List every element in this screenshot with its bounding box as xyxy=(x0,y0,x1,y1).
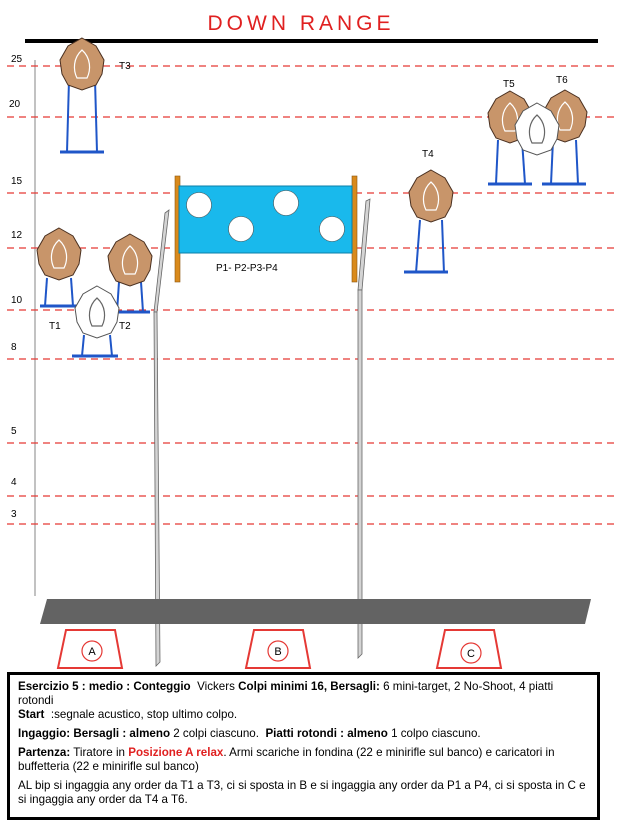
position-b: B xyxy=(244,629,312,669)
plates-rule-text: 1 colpo ciascuno. xyxy=(391,727,481,740)
distance-label-25: 25 xyxy=(11,54,23,65)
distance-labels: 25 20 15 12 10 8 5 4 3 xyxy=(9,54,23,520)
target-t3 xyxy=(59,37,105,154)
stage-diagram: DOWN RANGE 25 20 15 12 10 8 5 4 3 xyxy=(7,12,614,669)
page-title: DOWN RANGE xyxy=(208,12,395,35)
wall-left xyxy=(153,209,170,667)
plates-label: P1- P2-P3-P4 xyxy=(216,263,278,274)
exercise-vickers: Vickers xyxy=(197,680,235,693)
start-text: :segnale acustico, stop ultimo colpo. xyxy=(50,708,238,721)
distance-label-15: 15 xyxy=(11,176,23,187)
exercise-title: Esercizio 5 : medio : Conteggio xyxy=(18,680,191,693)
target-label-t6: T6 xyxy=(556,75,568,86)
exercise-targets: 6 mini-target, 2 No-Shoot, 4 piatti roto… xyxy=(18,680,554,707)
plate-p2 xyxy=(228,216,254,242)
shooting-platform xyxy=(40,599,591,624)
start-position-pre: Tiratore in xyxy=(73,746,125,759)
start-position-line: Partenza: Tiratore in Posizione A relax.… xyxy=(18,746,589,774)
procedure-line: AL bip si ingaggia any order da T1 a T3,… xyxy=(18,779,589,807)
distance-label-12: 12 xyxy=(11,230,23,241)
distance-label-4: 4 xyxy=(11,477,17,488)
target-label-t2: T2 xyxy=(119,321,131,332)
target-label-t5: T5 xyxy=(503,79,515,90)
start-position-label: Partenza: xyxy=(18,746,71,759)
plate-p1 xyxy=(186,192,212,218)
position-label-b: B xyxy=(274,646,281,658)
target-label-t4: T4 xyxy=(422,149,434,160)
position-c: C xyxy=(435,629,503,669)
position-label-a: A xyxy=(88,646,96,658)
plate-p4 xyxy=(319,216,345,242)
position-label-c: C xyxy=(467,648,475,660)
target-label-t1: T1 xyxy=(49,321,61,332)
target-t5 xyxy=(487,90,533,186)
exercise-line: Esercizio 5 : medio : Conteggio Vickers … xyxy=(18,680,589,722)
exercise-min-shots: Colpi minimi 16, Bersagli: xyxy=(238,680,380,693)
target-t4 xyxy=(404,169,454,274)
wall-right xyxy=(357,198,371,659)
distance-label-10: 10 xyxy=(11,295,23,306)
backstop-line xyxy=(25,39,598,43)
distance-label-8: 8 xyxy=(11,342,17,353)
start-position-highlight: Posizione A relax xyxy=(128,746,224,759)
no-shoot-1 xyxy=(72,285,120,358)
engagement-label: Ingaggio: Bersagli : almeno xyxy=(18,727,171,740)
engagement-line: Ingaggio: Bersagli : almeno 2 colpi cias… xyxy=(18,727,589,741)
distance-label-3: 3 xyxy=(11,509,17,520)
plates-board xyxy=(174,175,358,283)
start-label: Start xyxy=(18,708,45,721)
procedure-text: AL bip si ingaggia any order da T1 a T3,… xyxy=(18,779,586,806)
distance-label-5: 5 xyxy=(11,426,17,437)
plates-rule-label: Piatti rotondi : almeno xyxy=(265,727,388,740)
stage-description: Esercizio 5 : medio : Conteggio Vickers … xyxy=(7,672,600,820)
target-t6 xyxy=(542,89,588,186)
target-t1 xyxy=(36,227,82,308)
position-a: A xyxy=(56,629,124,669)
start-position-text: . Armi scariche in fondina (22 e minirif… xyxy=(18,746,555,773)
target-label-t3: T3 xyxy=(119,61,131,72)
engagement-text: 2 colpi ciascuno. xyxy=(173,727,259,740)
distance-label-20: 20 xyxy=(9,99,21,110)
plate-p3 xyxy=(273,190,299,216)
no-shoot-2 xyxy=(514,102,560,156)
